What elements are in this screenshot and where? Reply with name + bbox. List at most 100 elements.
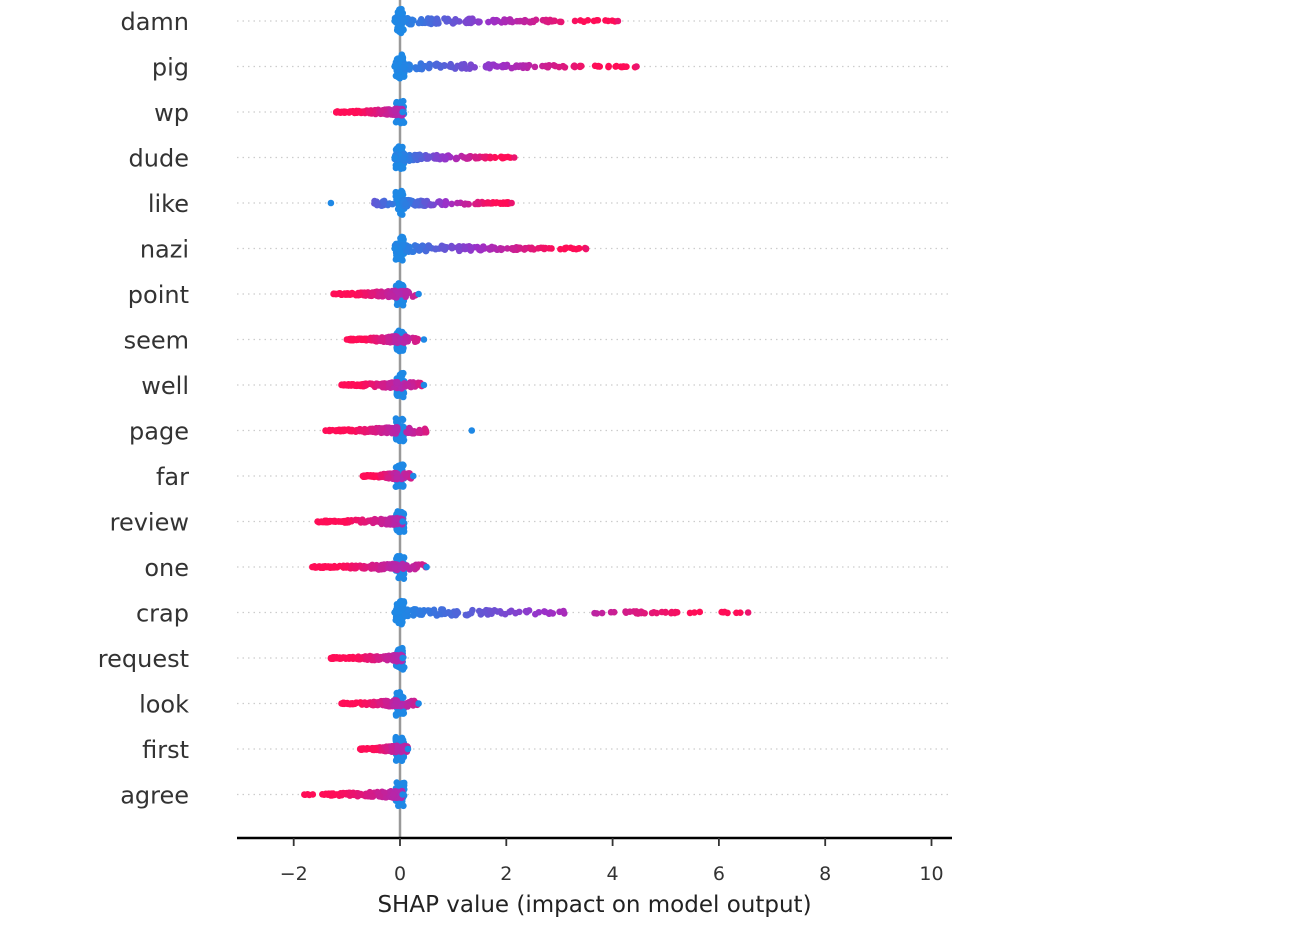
data-point <box>497 246 505 254</box>
data-point <box>413 336 420 344</box>
data-point <box>385 474 392 481</box>
data-point <box>475 19 482 26</box>
data-point <box>377 471 384 479</box>
data-point <box>454 609 462 617</box>
data-point <box>395 189 403 196</box>
data-point <box>393 698 400 706</box>
data-point <box>393 515 401 523</box>
data-point <box>329 791 337 798</box>
data-point <box>445 608 452 616</box>
x-tick-label: 6 <box>713 863 725 885</box>
data-point <box>696 608 704 616</box>
feature-label: like <box>148 190 189 218</box>
feature-label: seem <box>124 327 189 355</box>
data-point <box>369 428 377 436</box>
data-point <box>420 381 428 389</box>
data-point <box>633 63 640 70</box>
data-point <box>719 608 727 616</box>
data-point <box>421 198 429 205</box>
data-point <box>361 699 369 706</box>
data-point <box>402 333 409 341</box>
data-point <box>541 608 549 616</box>
row-guides <box>237 20 952 796</box>
data-point <box>343 336 351 343</box>
data-point <box>497 153 505 161</box>
data-point <box>393 346 401 353</box>
data-point <box>399 780 407 788</box>
data-point <box>622 609 630 616</box>
data-point <box>557 245 564 253</box>
data-point <box>410 606 418 613</box>
data-point <box>394 735 401 742</box>
data-point <box>397 702 404 710</box>
data-point <box>391 336 398 344</box>
data-point <box>399 618 406 626</box>
data-point <box>575 245 583 252</box>
data-point <box>426 60 433 68</box>
data-point <box>399 257 406 264</box>
data-point <box>465 18 472 26</box>
data-point <box>371 518 379 526</box>
data-point <box>345 382 352 389</box>
feature-label: nazi <box>140 236 189 264</box>
data-point <box>436 198 444 206</box>
data-point <box>400 73 408 80</box>
data-point <box>691 609 698 616</box>
data-point <box>531 63 539 71</box>
x-axis-ticks: −2 0 2 4 6 8 10 <box>280 838 944 885</box>
data-point <box>521 246 528 253</box>
data-point <box>336 655 344 662</box>
data-point <box>602 17 609 24</box>
data-point <box>394 379 401 387</box>
data-point <box>578 62 585 70</box>
data-point <box>449 20 457 27</box>
data-point <box>359 516 366 524</box>
data-point <box>433 155 441 162</box>
data-point <box>391 17 398 25</box>
data-point <box>415 290 422 298</box>
data-point <box>301 791 308 798</box>
data-point <box>433 15 441 22</box>
data-point <box>397 434 405 441</box>
data-point <box>369 701 377 709</box>
data-point <box>398 233 406 241</box>
feature-label: crap <box>136 600 189 628</box>
data-point <box>358 428 366 435</box>
data-point <box>340 517 347 525</box>
data-points <box>301 5 752 810</box>
data-point <box>404 745 412 753</box>
data-point <box>351 564 359 572</box>
data-point <box>422 247 430 255</box>
data-point <box>334 427 341 434</box>
data-point <box>439 606 447 613</box>
feature-label: look <box>139 691 189 719</box>
data-point <box>520 18 528 26</box>
data-point <box>338 381 345 389</box>
data-point <box>393 779 401 786</box>
data-point <box>461 201 468 208</box>
data-point <box>391 154 398 161</box>
data-point <box>484 199 492 207</box>
data-point <box>400 64 407 71</box>
feature-label: damn <box>120 8 189 36</box>
data-point <box>356 791 364 798</box>
data-point <box>327 199 335 207</box>
data-point <box>532 16 540 24</box>
data-point <box>399 117 406 125</box>
data-point <box>373 201 381 209</box>
data-point <box>662 609 669 616</box>
data-point <box>394 205 402 213</box>
x-tick-label: 0 <box>394 863 406 885</box>
data-point <box>371 472 379 480</box>
data-point <box>419 242 426 249</box>
data-point <box>393 742 401 750</box>
feature-label: point <box>128 281 189 309</box>
data-point <box>468 427 476 434</box>
data-point <box>404 381 412 388</box>
data-point <box>374 655 382 663</box>
data-point <box>594 63 602 70</box>
data-point <box>400 339 408 346</box>
data-point <box>400 802 407 810</box>
data-point <box>532 610 539 618</box>
data-point <box>485 18 492 26</box>
